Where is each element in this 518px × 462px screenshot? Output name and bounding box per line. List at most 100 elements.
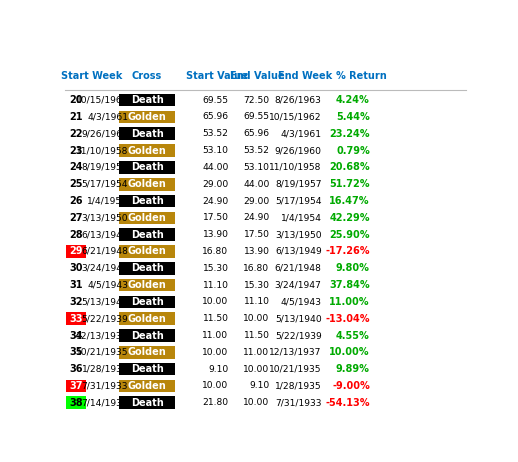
Text: Death: Death	[131, 95, 163, 105]
Text: 27: 27	[69, 213, 83, 223]
Text: 31: 31	[69, 280, 83, 290]
Text: 7/14/1930: 7/14/1930	[81, 398, 128, 407]
Text: 1/28/1935: 1/28/1935	[275, 382, 322, 390]
Text: 21: 21	[69, 112, 83, 122]
Text: 3/13/1950: 3/13/1950	[275, 230, 322, 239]
Text: 53.52: 53.52	[203, 129, 228, 138]
Text: 65.96: 65.96	[203, 112, 228, 122]
Text: Golden: Golden	[127, 179, 166, 189]
Text: Golden: Golden	[127, 347, 166, 357]
Text: 10.00: 10.00	[243, 398, 269, 407]
Text: 34: 34	[69, 330, 83, 340]
Text: -17.26%: -17.26%	[325, 246, 370, 256]
Text: 4.24%: 4.24%	[336, 95, 370, 105]
Text: Cross: Cross	[132, 72, 162, 81]
Text: 33: 33	[69, 314, 83, 324]
Text: 10.00: 10.00	[203, 382, 228, 390]
Text: 23.24%: 23.24%	[329, 129, 370, 139]
Text: 15.30: 15.30	[203, 264, 228, 273]
Text: -54.13%: -54.13%	[325, 398, 370, 408]
Text: 29.00: 29.00	[243, 196, 269, 206]
Text: 10.00: 10.00	[243, 365, 269, 374]
Text: 10/15/1962: 10/15/1962	[269, 112, 322, 122]
Text: Start Value: Start Value	[185, 72, 248, 81]
FancyBboxPatch shape	[119, 329, 175, 342]
Text: 6/21/1948: 6/21/1948	[81, 247, 128, 256]
Text: 10.00: 10.00	[203, 348, 228, 357]
FancyBboxPatch shape	[119, 178, 175, 190]
Text: 5.44%: 5.44%	[336, 112, 370, 122]
Text: 20.68%: 20.68%	[329, 162, 370, 172]
FancyBboxPatch shape	[66, 312, 86, 325]
Text: 11.00%: 11.00%	[329, 297, 370, 307]
Text: 69.55: 69.55	[203, 96, 228, 104]
Text: 37.84%: 37.84%	[329, 280, 370, 290]
FancyBboxPatch shape	[119, 363, 175, 376]
Text: 4/5/1943: 4/5/1943	[87, 280, 128, 290]
Text: Golden: Golden	[127, 213, 166, 223]
Text: 5/17/1954: 5/17/1954	[275, 196, 322, 206]
Text: 13.90: 13.90	[243, 247, 269, 256]
Text: Golden: Golden	[127, 280, 166, 290]
Text: Death: Death	[131, 398, 163, 408]
FancyBboxPatch shape	[119, 212, 175, 224]
Text: 21.80: 21.80	[203, 398, 228, 407]
Text: 4/3/1961: 4/3/1961	[281, 129, 322, 138]
Text: 17.50: 17.50	[243, 230, 269, 239]
Text: 9.89%: 9.89%	[336, 364, 370, 374]
FancyBboxPatch shape	[119, 94, 175, 106]
Text: 9/26/1960: 9/26/1960	[275, 146, 322, 155]
Text: 44.00: 44.00	[243, 180, 269, 188]
Text: % Return: % Return	[337, 72, 387, 81]
FancyBboxPatch shape	[119, 396, 175, 409]
Text: 72.50: 72.50	[243, 96, 269, 104]
Text: Golden: Golden	[127, 112, 166, 122]
Text: 25.90%: 25.90%	[329, 230, 370, 240]
Text: 3/24/1947: 3/24/1947	[275, 280, 322, 290]
FancyBboxPatch shape	[119, 380, 175, 392]
Text: 53.10: 53.10	[243, 163, 269, 172]
Text: 26: 26	[69, 196, 83, 206]
FancyBboxPatch shape	[119, 110, 175, 123]
Text: 16.47%: 16.47%	[329, 196, 370, 206]
Text: 11/10/1958: 11/10/1958	[269, 163, 322, 172]
Text: 28: 28	[69, 230, 83, 240]
Text: 1/4/1954: 1/4/1954	[87, 196, 128, 206]
Text: 6/21/1948: 6/21/1948	[275, 264, 322, 273]
Text: 4/3/1961: 4/3/1961	[87, 112, 128, 122]
Text: 11.50: 11.50	[243, 331, 269, 340]
Text: 4/5/1943: 4/5/1943	[281, 298, 322, 306]
Text: 9.10: 9.10	[208, 365, 228, 374]
FancyBboxPatch shape	[119, 228, 175, 241]
Text: 4.55%: 4.55%	[336, 330, 370, 340]
Text: 7/31/1933: 7/31/1933	[82, 382, 128, 390]
Text: 3/24/1947: 3/24/1947	[81, 264, 128, 273]
FancyBboxPatch shape	[119, 245, 175, 258]
Text: 1/28/1935: 1/28/1935	[81, 365, 128, 374]
Text: 38: 38	[69, 398, 83, 408]
Text: 11.50: 11.50	[203, 314, 228, 323]
FancyBboxPatch shape	[66, 396, 86, 409]
Text: 12/13/1937: 12/13/1937	[269, 348, 322, 357]
Text: Death: Death	[131, 196, 163, 206]
Text: 69.55: 69.55	[243, 112, 269, 122]
Text: 6/13/1949: 6/13/1949	[81, 230, 128, 239]
Text: 17.50: 17.50	[203, 213, 228, 222]
Text: 24.90: 24.90	[243, 213, 269, 222]
Text: 9/26/1960: 9/26/1960	[81, 129, 128, 138]
Text: 5/13/1940: 5/13/1940	[275, 314, 322, 323]
Text: Death: Death	[131, 364, 163, 374]
Text: 36: 36	[69, 364, 83, 374]
Text: 35: 35	[69, 347, 83, 357]
Text: 11.10: 11.10	[243, 298, 269, 306]
Text: 10/21/1935: 10/21/1935	[269, 365, 322, 374]
FancyBboxPatch shape	[119, 195, 175, 207]
Text: Golden: Golden	[127, 246, 166, 256]
Text: 5/17/1954: 5/17/1954	[81, 180, 128, 188]
Text: 30: 30	[69, 263, 83, 273]
Text: 16.80: 16.80	[243, 264, 269, 273]
Text: 53.52: 53.52	[243, 146, 269, 155]
Text: 10.00: 10.00	[243, 314, 269, 323]
Text: 10.00: 10.00	[203, 298, 228, 306]
Text: 15.30: 15.30	[243, 280, 269, 290]
